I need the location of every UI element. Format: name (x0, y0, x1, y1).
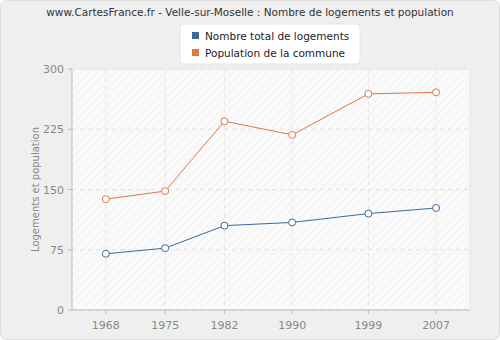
frame (470, 69, 471, 310)
tick-label: 150 (43, 184, 64, 197)
grid-line (292, 69, 293, 310)
grid-line (105, 69, 106, 310)
tick-label: 1968 (92, 319, 120, 332)
axis-label: Logements et population (30, 127, 41, 252)
tick (368, 310, 369, 314)
grid-line (72, 129, 470, 130)
legend-swatch (192, 32, 199, 39)
legend-swatch (192, 49, 199, 56)
point (365, 90, 372, 97)
background (1, 1, 500, 340)
grid-line (368, 69, 369, 310)
grid-line (436, 69, 437, 310)
point (102, 196, 109, 203)
chart: 0 75 150 225 300 1968 1975 1982 1990 1999 2007 www.… (0, 0, 500, 340)
tick-label: 1975 (151, 319, 179, 332)
point (162, 245, 169, 252)
tick (68, 249, 72, 250)
tick-label: 1990 (278, 319, 306, 332)
title: www.CartesFrance.fr - Velle-sur-Moselle … (46, 6, 453, 18)
plot-area (72, 69, 470, 310)
tick-label: 2007 (422, 319, 450, 332)
tick-label: 75 (50, 244, 64, 257)
tick (292, 310, 293, 314)
tick (68, 310, 72, 311)
frame (72, 69, 470, 70)
tick-label: 300 (43, 63, 64, 76)
x-axis (72, 310, 470, 311)
tick-label: 0 (57, 304, 64, 317)
tick (224, 310, 225, 314)
point (162, 188, 169, 195)
tick (68, 129, 72, 130)
legend-label: Population de la commune (205, 47, 345, 59)
point (102, 250, 109, 257)
grid-line (72, 69, 470, 70)
legend-label: Nombre total de logements (205, 30, 349, 42)
y-axis (72, 69, 73, 310)
tick (68, 189, 72, 190)
grid-line (72, 310, 470, 311)
tick-label: 1982 (210, 319, 238, 332)
series-line (106, 208, 436, 254)
tick (165, 310, 166, 314)
point (289, 219, 296, 226)
point (221, 222, 228, 229)
series-group (102, 89, 439, 257)
tick-label: 225 (43, 123, 64, 136)
tick (436, 310, 437, 314)
point (365, 210, 372, 217)
point (433, 89, 440, 96)
grid-line (72, 189, 470, 190)
legend (180, 24, 360, 64)
point (289, 131, 296, 138)
point (433, 204, 440, 211)
tick-label: 1999 (354, 319, 382, 332)
tick (68, 69, 72, 70)
grid-line (224, 69, 225, 310)
point (221, 118, 228, 125)
tick (105, 310, 106, 314)
series-line (106, 92, 436, 199)
grid-line (72, 249, 470, 250)
